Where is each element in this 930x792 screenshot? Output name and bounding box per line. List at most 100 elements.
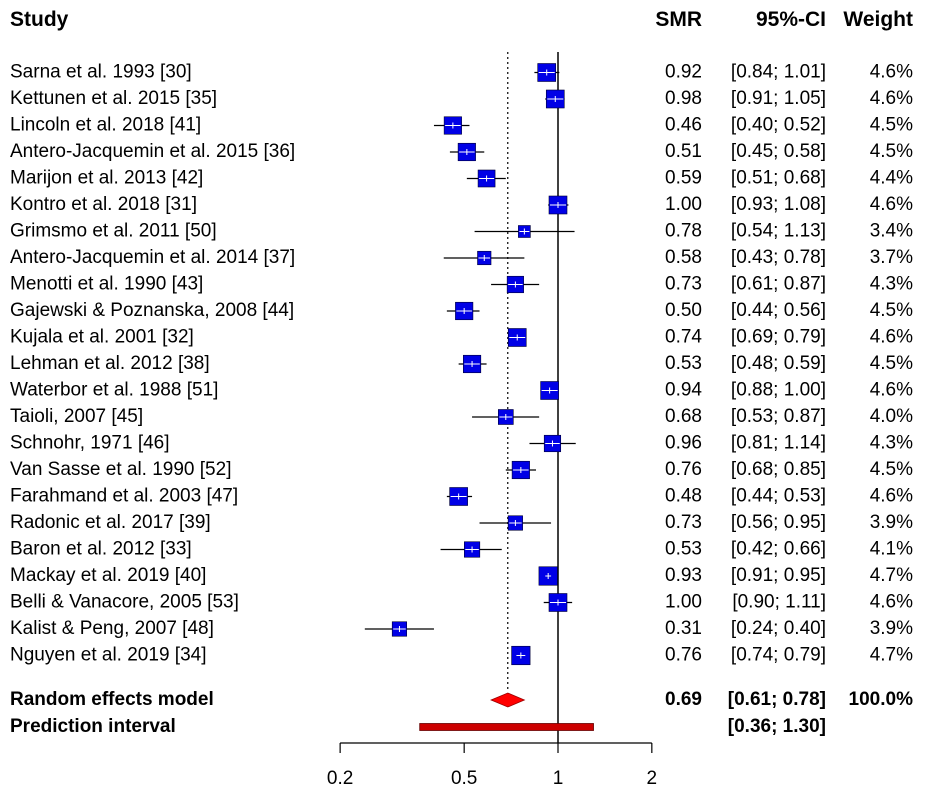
pooled-diamond (490, 692, 526, 708)
smr-value: 0.94 (665, 380, 702, 401)
weight-value: 3.9% (870, 618, 913, 639)
study-row: Marijon et al. 2013 [42] 0.59 [0.51; 0.68]… (10, 168, 913, 189)
study-row: Gajewski & Poznanska, 2008 [44] 0.50 [0.44… (10, 300, 913, 321)
random-effects-ci: [0.61; 0.78] (728, 689, 826, 710)
header-study: Study (10, 8, 69, 31)
smr-value: 0.76 (665, 645, 702, 666)
study-label: Kalist & Peng, 2007 [48] (10, 618, 214, 639)
prediction-interval-bar (419, 723, 594, 731)
weight-value: 4.5% (870, 141, 913, 162)
study-label: Gajewski & Poznanska, 2008 [44] (10, 300, 294, 321)
study-row: Kalist & Peng, 2007 [48] 0.31 [0.24; 0.40]… (10, 618, 913, 639)
smr-value: 0.68 (665, 406, 702, 427)
weight-value: 4.4% (870, 168, 913, 189)
study-label: Nguyen et al. 2019 [34] (10, 645, 206, 666)
study-row: Kettunen et al. 2015 [35] 0.98 [0.91; 1.05… (10, 88, 913, 109)
study-row: Antero-Jacquemin et al. 2015 [36] 0.51 [0.… (10, 141, 913, 162)
study-row: Schnohr, 1971 [46] 0.96 [0.81; 1.14] 4.3% (10, 433, 913, 454)
ci-value: [0.44; 0.53] (731, 486, 826, 507)
study-row: Lincoln et al. 2018 [41] 0.46 [0.40; 0.52]… (10, 115, 913, 136)
study-row: Menotti et al. 1990 [43] 0.73 [0.61; 0.87]… (10, 274, 913, 295)
smr-value: 0.53 (665, 539, 702, 560)
study-label: Antero-Jacquemin et al. 2014 [37] (10, 247, 295, 268)
study-label: Baron et al. 2012 [33] (10, 539, 192, 560)
weight-value: 4.5% (870, 300, 913, 321)
study-row: Farahmand et al. 2003 [47] 0.48 [0.44; 0.5… (10, 486, 913, 507)
study-rows: Sarna et al. 1993 [30] 0.92 [0.84; 1.01] 4.… (10, 62, 913, 738)
ci-value: [0.84; 1.01] (731, 62, 826, 83)
ci-value: [0.51; 0.68] (731, 168, 826, 189)
study-row: Mackay et al. 2019 [40] 0.93 [0.91; 0.95] 4… (10, 565, 913, 586)
study-row: Taioli, 2007 [45] 0.68 [0.53; 0.87] 4.0% (10, 406, 913, 427)
weight-value: 4.6% (870, 486, 913, 507)
smr-value: 0.96 (665, 433, 702, 454)
smr-value: 0.74 (665, 327, 702, 348)
ci-value: [0.81; 1.14] (731, 433, 826, 454)
study-row: Waterbor et al. 1988 [51] 0.94 [0.88; 1.00… (10, 380, 913, 401)
random-effects-row: Random effects model 0.69 [0.61; 0.78] 100.… (10, 689, 913, 710)
study-label: Schnohr, 1971 [46] (10, 433, 170, 454)
smr-value: 0.46 (665, 115, 702, 136)
study-label: Kontro et al. 2018 [31] (10, 194, 197, 215)
weight-value: 3.4% (870, 221, 913, 242)
ci-value: [0.44; 0.56] (731, 300, 826, 321)
x-axis: 0.2 0.5 1 2 (327, 742, 658, 789)
study-label: Mackay et al. 2019 [40] (10, 565, 206, 586)
ci-value: [0.48; 0.59] (731, 353, 826, 374)
header-weight: Weight (843, 8, 913, 31)
ci-value: [0.56; 0.95] (731, 512, 826, 533)
weight-value: 4.3% (870, 433, 913, 454)
smr-value: 0.73 (665, 274, 702, 295)
study-label: Farahmand et al. 2003 [47] (10, 486, 238, 507)
study-row: Grimsmo et al. 2011 [50] 0.78 [0.54; 1.13]… (10, 221, 913, 242)
weight-value: 4.3% (870, 274, 913, 295)
study-row: Van Sasse et al. 1990 [52] 0.76 [0.68; 0.8… (10, 459, 913, 480)
ci-value: [0.43; 0.78] (731, 247, 826, 268)
study-label: Marijon et al. 2013 [42] (10, 168, 203, 189)
study-label: Lincoln et al. 2018 [41] (10, 115, 201, 136)
ci-value: [0.45; 0.58] (731, 141, 826, 162)
ci-value: [0.74; 0.79] (731, 645, 826, 666)
smr-value: 0.59 (665, 168, 702, 189)
smr-value: 1.00 (665, 194, 702, 215)
study-label: Radonic et al. 2017 [39] (10, 512, 211, 533)
ci-value: [0.93; 1.08] (731, 194, 826, 215)
study-row: Nguyen et al. 2019 [34] 0.76 [0.74; 0.79] 4… (10, 645, 913, 666)
smr-value: 0.51 (665, 141, 702, 162)
study-row: Kujala et al. 2001 [32] 0.74 [0.69; 0.79] 4… (10, 327, 913, 348)
smr-value: 0.78 (665, 221, 702, 242)
study-label: Menotti et al. 1990 [43] (10, 274, 203, 295)
study-row: Radonic et al. 2017 [39] 0.73 [0.56; 0.95]… (10, 512, 913, 533)
study-label: Sarna et al. 1993 [30] (10, 62, 192, 83)
study-label: Lehman et al. 2012 [38] (10, 353, 210, 374)
weight-value: 4.7% (870, 565, 913, 586)
x-tick-label: 0.5 (451, 768, 477, 789)
weight-value: 4.1% (870, 539, 913, 560)
ci-value: [0.68; 0.85] (731, 459, 826, 480)
random-effects-smr: 0.69 (665, 689, 702, 710)
study-label: Waterbor et al. 1988 [51] (10, 380, 218, 401)
header-ci: 95%-CI (756, 8, 826, 31)
study-row: Kontro et al. 2018 [31] 1.00 [0.93; 1.08] 4… (10, 194, 913, 215)
study-label: Taioli, 2007 [45] (10, 406, 143, 427)
weight-value: 4.7% (870, 645, 913, 666)
prediction-interval-ci: [0.36; 1.30] (728, 716, 826, 737)
weight-value: 4.5% (870, 459, 913, 480)
weight-value: 3.7% (870, 247, 913, 268)
x-tick-label: 2 (647, 768, 658, 789)
study-row: Baron et al. 2012 [33] 0.53 [0.42; 0.66] 4.… (10, 539, 913, 560)
smr-value: 0.73 (665, 512, 702, 533)
ci-value: [0.61; 0.87] (731, 274, 826, 295)
study-label: Kettunen et al. 2015 [35] (10, 88, 217, 109)
smr-value: 0.53 (665, 353, 702, 374)
weight-value: 4.6% (870, 194, 913, 215)
random-effects-label: Random effects model (10, 689, 214, 710)
weight-value: 4.5% (870, 353, 913, 374)
study-label: Van Sasse et al. 1990 [52] (10, 459, 231, 480)
smr-value: 0.50 (665, 300, 702, 321)
ci-value: [0.42; 0.66] (731, 539, 826, 560)
study-label: Kujala et al. 2001 [32] (10, 327, 194, 348)
ci-value: [0.88; 1.00] (731, 380, 826, 401)
weight-value: 4.6% (870, 62, 913, 83)
x-tick-label: 1 (553, 768, 564, 789)
